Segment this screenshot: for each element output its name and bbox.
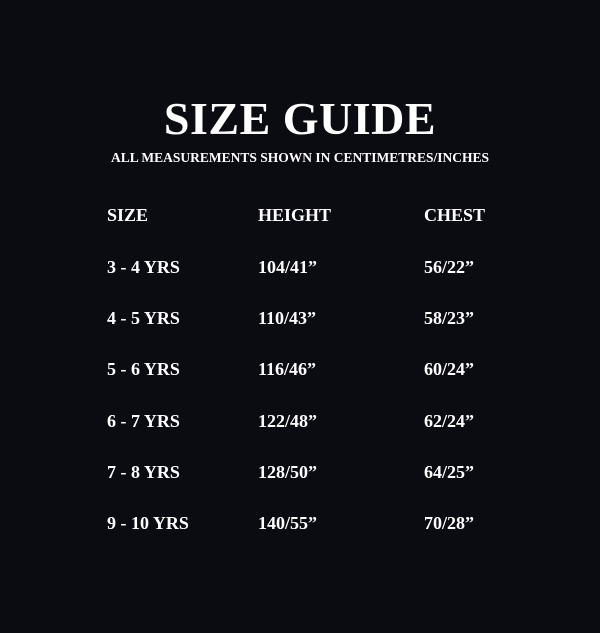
cell-chest: 64/25” (424, 462, 475, 482)
page-title: SIZE GUIDE (163, 93, 437, 144)
header-size: SIZE (107, 205, 149, 225)
cell-height: 122/48” (258, 411, 318, 431)
cell-chest: 56/22” (424, 257, 475, 277)
cell-chest: 58/23” (424, 308, 475, 328)
cell-size: 5 - 6 YRS (107, 359, 180, 379)
cell-size: 6 - 7 YRS (107, 411, 180, 431)
cell-size: 7 - 8 YRS (107, 462, 180, 482)
cell-height: 110/43” (258, 308, 317, 328)
cell-chest: 60/24” (424, 359, 475, 379)
page-subtitle: ALL MEASUREMENTS SHOWN IN CENTIMETRES/IN… (110, 150, 490, 165)
cell-height: 104/41” (258, 257, 318, 277)
cell-size: 9 - 10 YRS (107, 513, 189, 533)
cell-size: 3 - 4 YRS (107, 257, 180, 277)
header-height: HEIGHT (258, 205, 332, 225)
header-chest: CHEST (424, 205, 486, 225)
cell-size: 4 - 5 YRS (107, 308, 180, 328)
cell-height: 116/46” (258, 359, 317, 379)
cell-chest: 62/24” (424, 411, 475, 431)
cell-height: 140/55” (258, 513, 318, 533)
cell-height: 128/50” (258, 462, 318, 482)
cell-chest: 70/28” (424, 513, 475, 533)
